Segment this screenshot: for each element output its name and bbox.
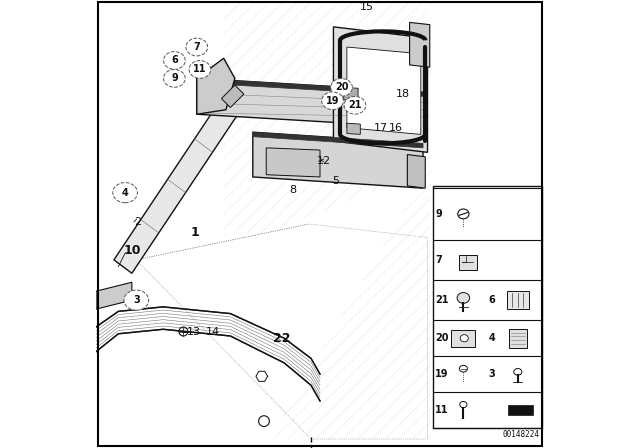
Text: 1: 1 bbox=[190, 226, 199, 240]
Polygon shape bbox=[407, 155, 425, 188]
Text: 2: 2 bbox=[134, 217, 141, 227]
Ellipse shape bbox=[331, 78, 353, 96]
Text: 9: 9 bbox=[171, 73, 178, 83]
Text: 6: 6 bbox=[171, 56, 178, 65]
Ellipse shape bbox=[186, 38, 207, 56]
Ellipse shape bbox=[460, 335, 468, 342]
Text: 10: 10 bbox=[124, 244, 141, 258]
Text: 3: 3 bbox=[488, 369, 495, 379]
Polygon shape bbox=[197, 58, 235, 114]
Polygon shape bbox=[221, 85, 244, 108]
Text: 20: 20 bbox=[335, 82, 348, 92]
Polygon shape bbox=[333, 27, 428, 152]
Bar bbox=[509, 329, 527, 348]
Polygon shape bbox=[266, 148, 320, 177]
Ellipse shape bbox=[460, 366, 467, 372]
Polygon shape bbox=[410, 22, 430, 67]
Text: 15: 15 bbox=[360, 2, 374, 12]
Text: 9: 9 bbox=[435, 209, 442, 219]
Ellipse shape bbox=[189, 60, 211, 78]
Ellipse shape bbox=[164, 69, 185, 87]
Text: 13: 13 bbox=[187, 327, 201, 336]
Bar bbox=[508, 405, 532, 415]
Text: 11: 11 bbox=[435, 405, 449, 415]
Polygon shape bbox=[253, 132, 423, 188]
Text: 22: 22 bbox=[273, 332, 291, 345]
Text: 21: 21 bbox=[435, 295, 449, 305]
Text: 18: 18 bbox=[396, 89, 410, 99]
Ellipse shape bbox=[322, 92, 344, 110]
Ellipse shape bbox=[113, 182, 138, 202]
Polygon shape bbox=[96, 282, 132, 309]
Ellipse shape bbox=[514, 368, 522, 375]
Ellipse shape bbox=[124, 290, 148, 310]
Text: 7: 7 bbox=[193, 42, 200, 52]
Ellipse shape bbox=[458, 209, 469, 219]
Text: 3: 3 bbox=[133, 295, 140, 305]
Text: 8: 8 bbox=[289, 185, 297, 195]
Polygon shape bbox=[347, 123, 360, 134]
Polygon shape bbox=[253, 132, 423, 148]
Bar bbox=[433, 186, 541, 428]
Text: 17: 17 bbox=[373, 123, 388, 133]
Text: 7: 7 bbox=[435, 255, 442, 265]
Text: 19: 19 bbox=[326, 96, 339, 106]
Ellipse shape bbox=[164, 52, 185, 69]
Polygon shape bbox=[197, 78, 423, 96]
Bar bbox=[507, 291, 529, 309]
Text: 6: 6 bbox=[488, 295, 495, 305]
Polygon shape bbox=[344, 87, 358, 101]
Text: 20: 20 bbox=[435, 333, 449, 343]
Text: 4: 4 bbox=[488, 333, 495, 343]
Ellipse shape bbox=[457, 293, 470, 303]
Bar bbox=[451, 330, 476, 347]
Ellipse shape bbox=[460, 401, 467, 408]
Text: 16: 16 bbox=[389, 123, 403, 133]
Ellipse shape bbox=[344, 96, 366, 114]
Polygon shape bbox=[114, 99, 239, 273]
Text: 11: 11 bbox=[193, 65, 207, 74]
Text: 21: 21 bbox=[348, 100, 362, 110]
Text: 4: 4 bbox=[122, 188, 129, 198]
Text: 14: 14 bbox=[205, 327, 220, 336]
Polygon shape bbox=[197, 78, 423, 128]
Text: 12: 12 bbox=[317, 156, 331, 166]
Text: 19: 19 bbox=[435, 369, 449, 379]
Polygon shape bbox=[347, 47, 421, 134]
Text: 00148224: 00148224 bbox=[502, 430, 540, 439]
Text: 5: 5 bbox=[332, 177, 339, 186]
Bar bbox=[459, 255, 477, 270]
